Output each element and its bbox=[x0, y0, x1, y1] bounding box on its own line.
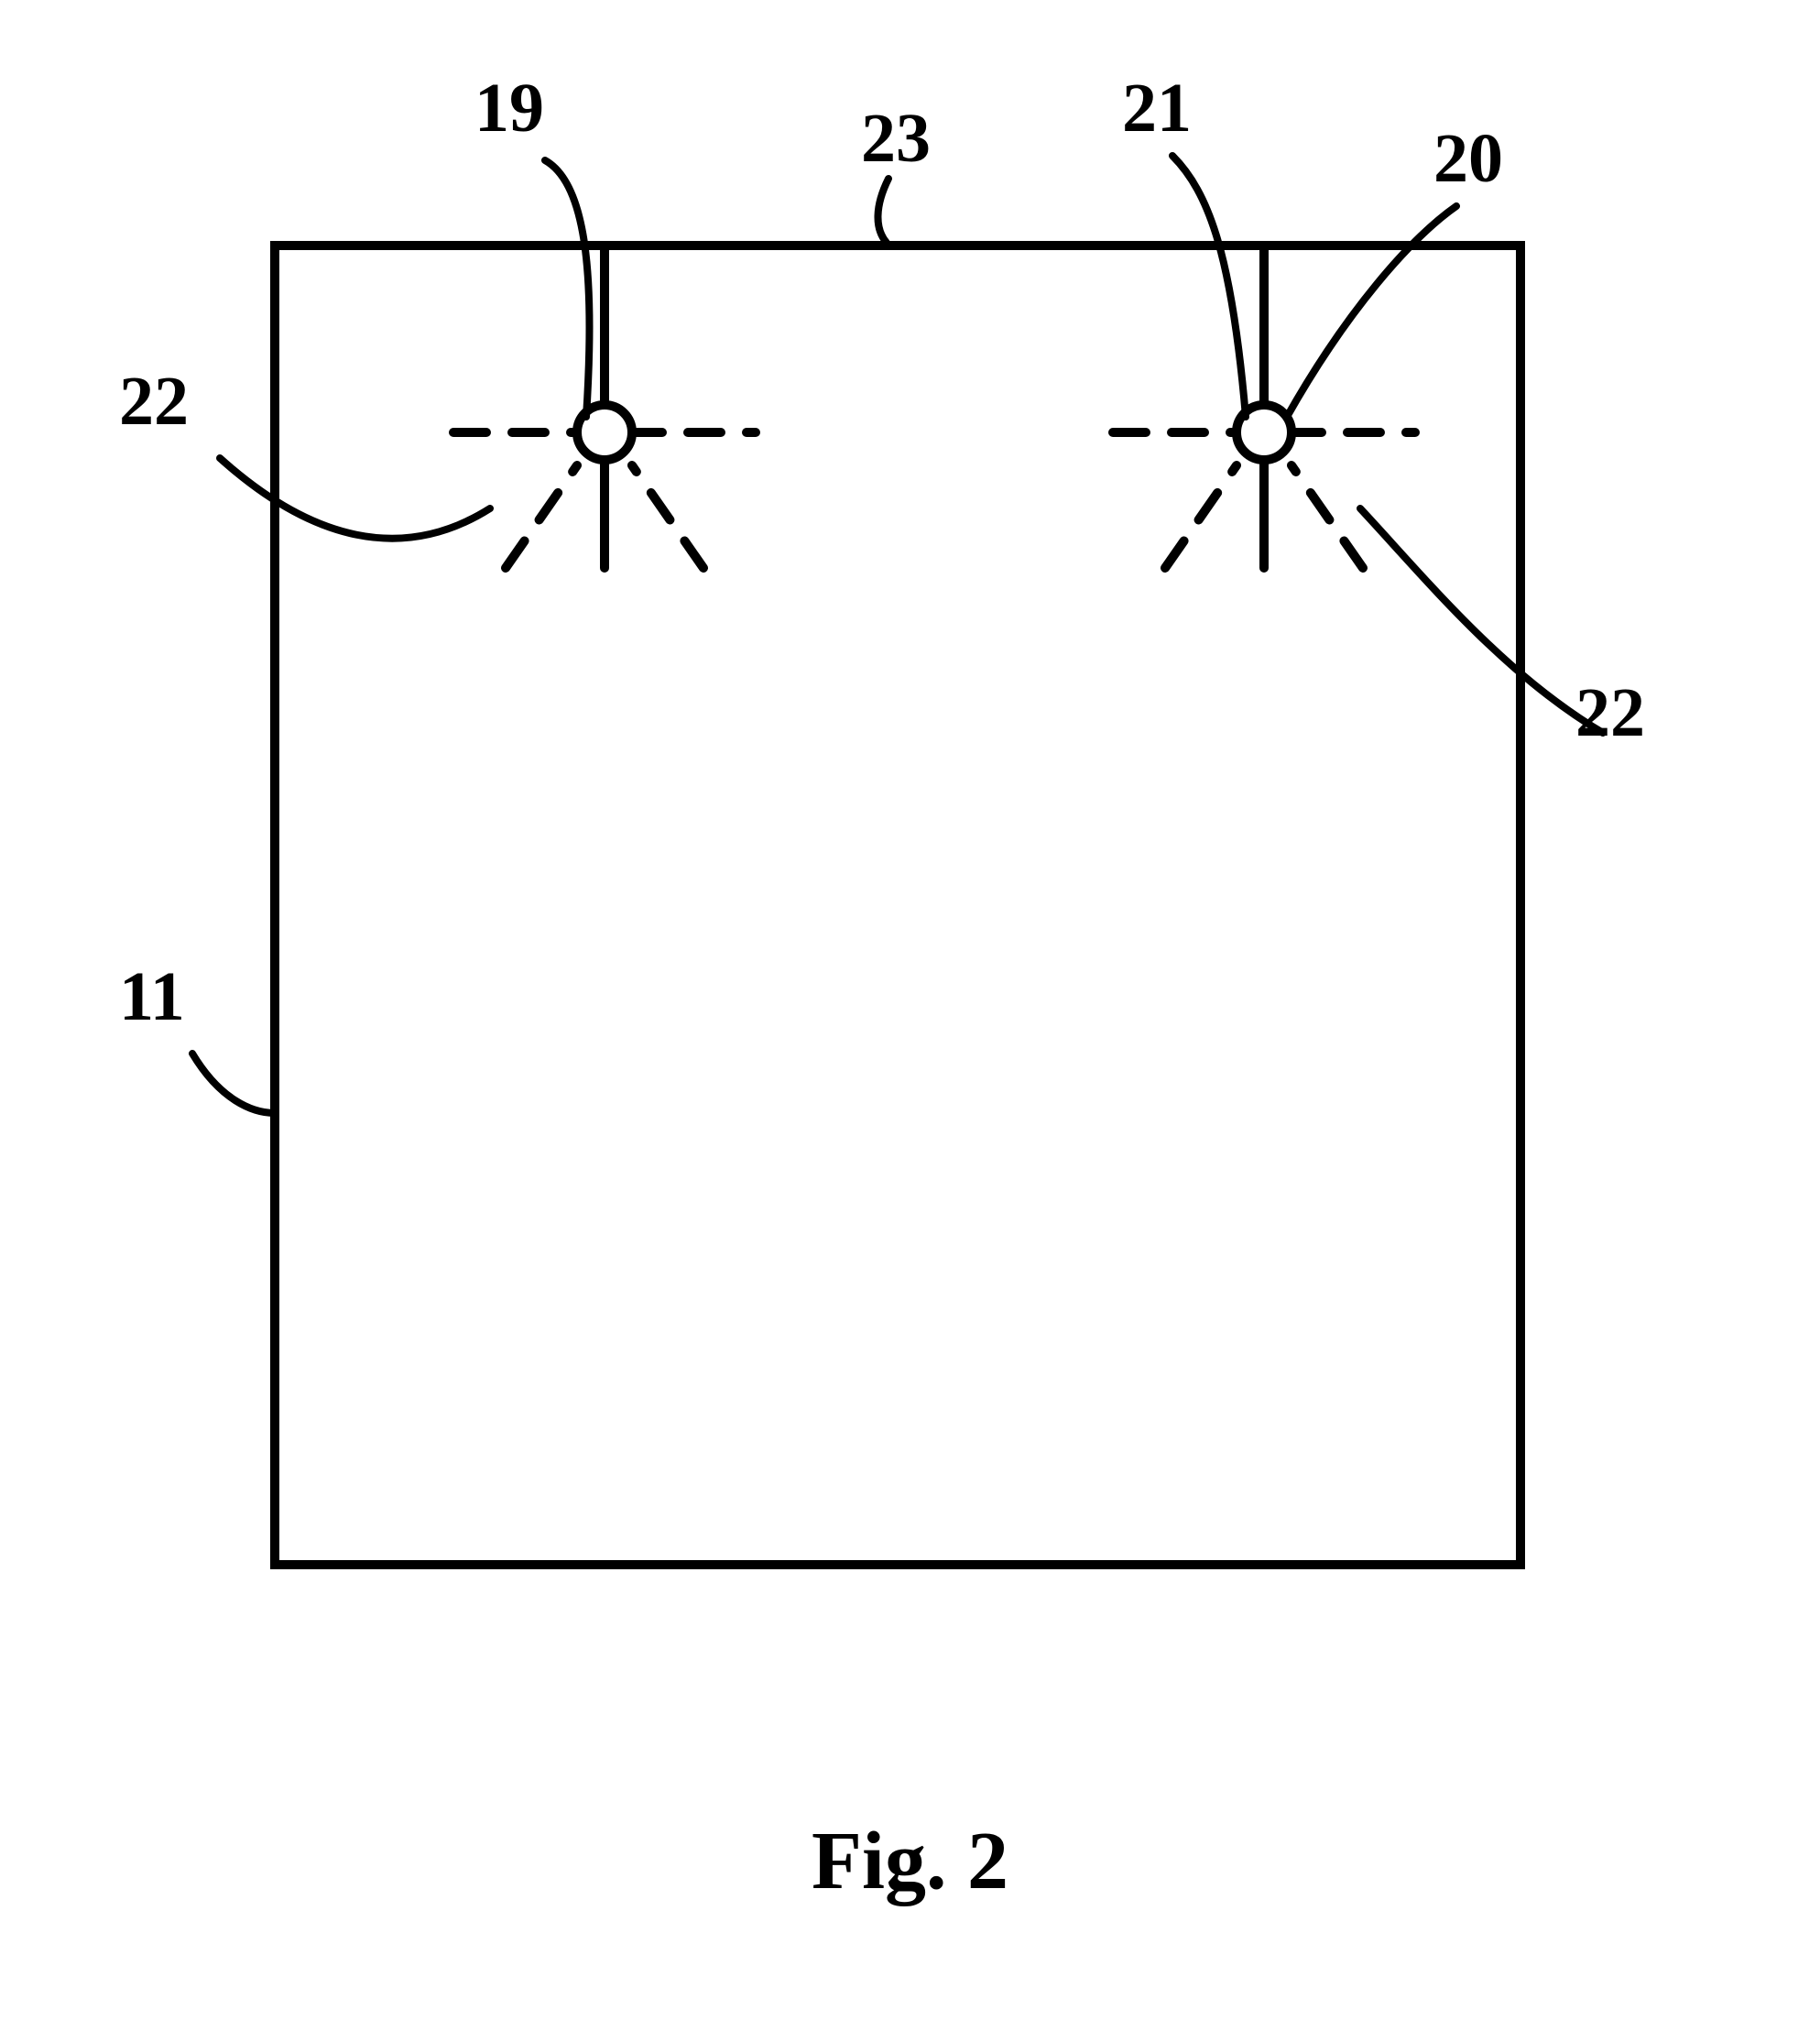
fold-diag-left-l bbox=[506, 465, 577, 568]
ref-label-19: 19 bbox=[474, 69, 544, 148]
ref-label-11: 11 bbox=[119, 957, 185, 1037]
leader-22l bbox=[220, 458, 490, 539]
leader-11 bbox=[192, 1054, 275, 1113]
panel-rect bbox=[275, 246, 1520, 1565]
fold-diag-left-r bbox=[632, 465, 703, 568]
ref-label-20: 20 bbox=[1433, 119, 1503, 199]
leader-20 bbox=[1287, 206, 1456, 417]
figure-caption: Fig. 2 bbox=[0, 1814, 1820, 1908]
fold-diag-right-r bbox=[1291, 465, 1363, 568]
ref-label-22-left: 22 bbox=[119, 362, 189, 442]
ref-label-22-right: 22 bbox=[1575, 673, 1645, 753]
leader-22r bbox=[1360, 508, 1603, 733]
fold-diag-right-l bbox=[1165, 465, 1237, 568]
ref-label-23: 23 bbox=[861, 99, 931, 179]
figure-diagram bbox=[0, 0, 1820, 2020]
ref-label-21: 21 bbox=[1122, 69, 1192, 148]
leader-21 bbox=[1172, 156, 1246, 417]
leader-23 bbox=[877, 179, 888, 243]
leader-19 bbox=[545, 160, 590, 417]
